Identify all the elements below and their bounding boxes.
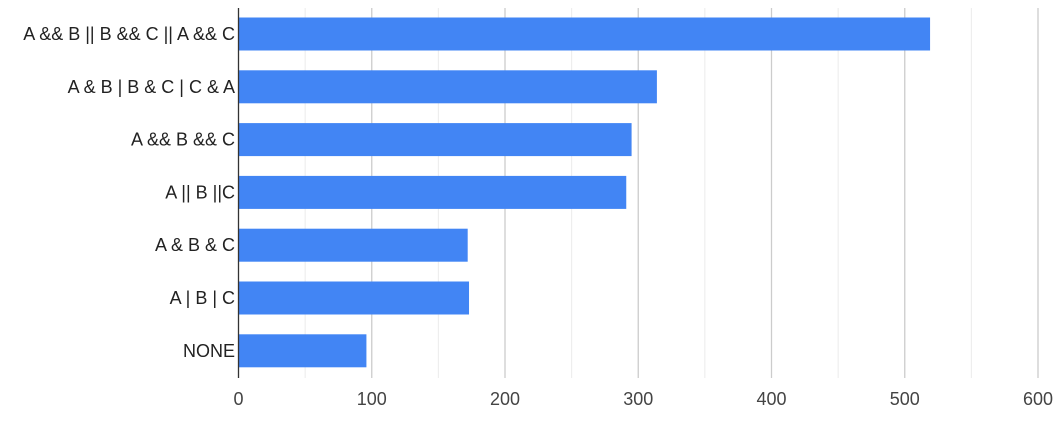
bar: [238, 175, 627, 209]
category-label: NONE: [183, 341, 235, 361]
category-label: A || B ||C: [165, 182, 235, 202]
x-tick-label: 600: [1023, 389, 1053, 409]
bar: [238, 334, 367, 368]
bar: [238, 123, 632, 157]
bar: [238, 70, 657, 104]
x-tick-label: 400: [756, 389, 786, 409]
category-label: A & B | B & C | C & A: [68, 77, 235, 97]
x-tick-label: 100: [357, 389, 387, 409]
x-tick-label: 300: [623, 389, 653, 409]
category-label: A && B && C: [131, 130, 235, 150]
x-tick-label: 500: [890, 389, 920, 409]
category-label: A & B & C: [155, 235, 235, 255]
x-tick-label: 0: [233, 389, 243, 409]
bar: [238, 281, 470, 315]
category-label: A | B | C: [170, 288, 235, 308]
bar: [238, 17, 931, 51]
x-tick-label: 200: [490, 389, 520, 409]
bar: [238, 228, 468, 262]
category-label: A && B || B && C || A && C: [23, 24, 235, 44]
